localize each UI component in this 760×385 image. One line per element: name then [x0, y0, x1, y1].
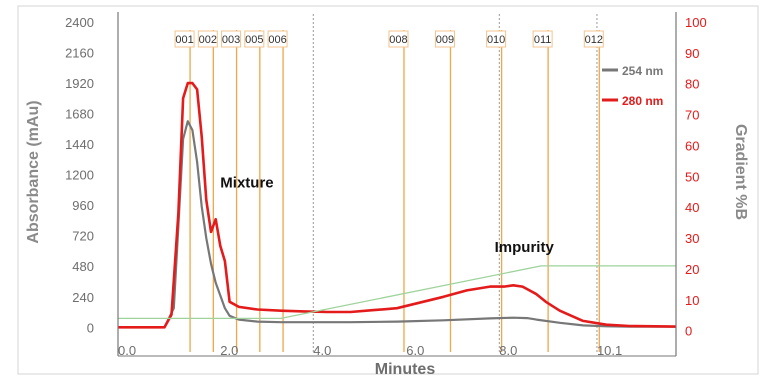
annotations: Mixture Impurity — [220, 174, 554, 256]
y-left-tick-label: 720 — [72, 229, 94, 244]
x-tick-label: 8.0 — [499, 343, 517, 358]
y-left-tick-label: 1440 — [65, 137, 94, 152]
annotation-impurity: Impurity — [495, 239, 555, 256]
y-left-tick-label: 1200 — [65, 168, 94, 183]
y-left-tick-label: 2400 — [65, 15, 94, 30]
y-left-tick-label: 240 — [72, 290, 94, 305]
fraction-label: 003 — [222, 34, 240, 46]
fraction-label: 005 — [245, 34, 263, 46]
fraction-label-box — [388, 30, 409, 48]
y-left-tick-label: 1680 — [65, 107, 94, 122]
y-left-tick-label: 2160 — [65, 46, 94, 61]
y-left-tick-label: 0 — [87, 320, 94, 335]
fraction-label-box — [244, 30, 265, 48]
x-tick-label: 6.0 — [406, 343, 424, 358]
fraction-label: 008 — [389, 34, 407, 46]
fraction-label-box — [174, 30, 195, 48]
y-axis-left-label: Absorbance (mAu) — [25, 100, 42, 243]
y-left-tick-label: 960 — [72, 198, 94, 213]
axis-layer: 0240480720960120014401680192021602400010… — [65, 12, 707, 358]
y-right-tick-label: 100 — [685, 15, 707, 30]
fraction-label-box — [532, 30, 553, 48]
fraction-label: 006 — [268, 34, 286, 46]
fraction-label: 012 — [585, 34, 603, 46]
grid-layer — [312, 14, 598, 352]
y-right-tick-label: 60 — [685, 138, 699, 153]
y-right-tick-label: 30 — [685, 231, 699, 246]
chart-border — [17, 5, 759, 375]
fraction-label: 001 — [175, 34, 193, 46]
x-tick-label: 2.0 — [220, 343, 238, 358]
y-right-tick-label: 10 — [685, 293, 699, 308]
series-280-nm-line — [118, 81, 677, 329]
fraction-label: 011 — [534, 34, 552, 46]
fraction-label-box — [583, 30, 604, 48]
legend-label: 280 nm — [622, 94, 663, 108]
y-left-tick-label: 480 — [72, 259, 94, 274]
fraction-label-box — [197, 30, 218, 48]
y-right-tick-label: 20 — [685, 262, 699, 277]
fraction-label-box — [221, 30, 242, 48]
y-right-tick-label: 70 — [685, 108, 699, 123]
y-right-tick-label: 0 — [685, 324, 692, 339]
fraction-label: 009 — [436, 34, 454, 46]
fraction-label-box — [267, 30, 288, 48]
fraction-label-box — [434, 30, 455, 48]
series-gradient-line — [118, 265, 676, 320]
fraction-markers: 001 002 003 005 006 008 009 010 011 012 — [174, 30, 604, 352]
y-left-tick-label: 1920 — [65, 76, 94, 91]
x-tick-label: 10.1 — [597, 343, 622, 358]
y-axis-right-label: Gradient %B — [732, 124, 749, 220]
annotation-mixture: Mixture — [220, 174, 273, 191]
legend: 254 nm 280 nm — [602, 64, 663, 108]
fraction-label: 002 — [199, 34, 217, 46]
x-tick-label: 4.0 — [313, 343, 331, 358]
fraction-label: 010 — [487, 34, 505, 46]
series-layer — [118, 81, 677, 329]
x-axis-label: Minutes — [375, 361, 436, 378]
fraction-label-box — [486, 30, 507, 48]
x-tick-label: 0.0 — [118, 343, 136, 358]
series-254-nm-line — [118, 120, 676, 329]
y-right-tick-label: 40 — [685, 200, 699, 215]
y-right-tick-label: 90 — [685, 46, 699, 61]
legend-label: 254 nm — [622, 64, 663, 78]
y-right-tick-label: 80 — [685, 77, 699, 92]
y-right-tick-label: 50 — [685, 169, 699, 184]
